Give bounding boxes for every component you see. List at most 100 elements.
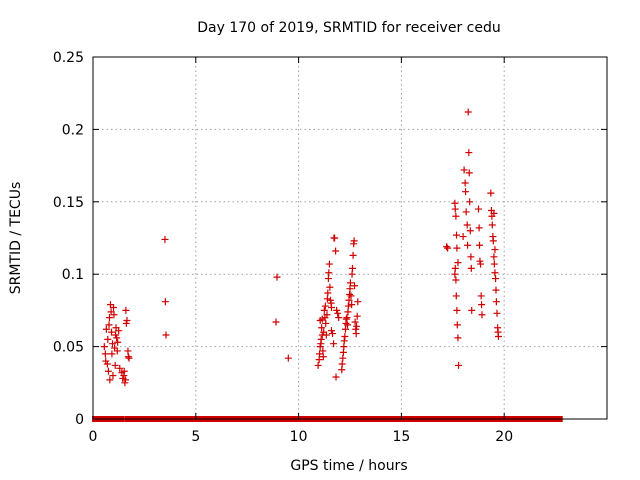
data-point	[109, 340, 117, 348]
data-point	[460, 166, 468, 174]
data-point	[491, 269, 499, 277]
data-point	[452, 276, 460, 284]
data-point	[465, 149, 473, 157]
data-point	[487, 189, 495, 197]
data-point	[161, 298, 169, 306]
data-point	[444, 244, 452, 252]
data-point	[453, 244, 461, 252]
data-point	[113, 334, 121, 342]
data-point	[327, 304, 335, 312]
data-point	[353, 322, 361, 330]
data-point	[489, 237, 497, 245]
data-point	[451, 205, 459, 213]
data-point	[478, 311, 486, 319]
data-point	[351, 318, 359, 326]
data-point	[475, 224, 483, 232]
data-point	[459, 233, 467, 241]
data-point	[319, 353, 327, 361]
data-point	[493, 309, 501, 317]
data-point	[342, 315, 350, 323]
data-point	[110, 311, 118, 319]
data-point	[452, 292, 460, 300]
x-axis-label: GPS time / hours	[290, 458, 407, 474]
data-point	[476, 241, 484, 249]
data-point	[115, 327, 123, 335]
data-point	[100, 343, 108, 351]
data-point	[272, 318, 280, 326]
data-point	[109, 372, 117, 380]
data-point	[122, 306, 130, 314]
data-point	[464, 241, 472, 249]
data-point	[341, 332, 349, 340]
data-point	[468, 306, 476, 314]
data-point	[452, 212, 460, 220]
data-point	[110, 304, 118, 312]
data-point	[325, 269, 333, 277]
data-point	[123, 317, 131, 325]
data-point	[348, 301, 356, 309]
data-point	[463, 221, 471, 229]
data-point	[106, 376, 114, 384]
data-point	[338, 360, 346, 368]
data-point	[116, 364, 124, 372]
axis-ticks	[92, 56, 607, 420]
data-point	[454, 334, 462, 342]
data-point	[101, 350, 109, 358]
data-point	[332, 373, 340, 381]
data-point	[314, 361, 322, 369]
data-point	[114, 338, 122, 346]
grid-lines	[93, 57, 607, 419]
data-points	[100, 108, 502, 387]
data-point	[477, 260, 485, 268]
data-point	[344, 321, 352, 329]
data-point	[339, 354, 347, 362]
data-point	[325, 260, 333, 268]
data-point	[492, 298, 500, 306]
data-point	[331, 234, 339, 242]
y-tick-label: 0.2	[62, 122, 84, 138]
data-point	[351, 282, 359, 290]
data-point	[464, 108, 472, 116]
data-point	[108, 328, 116, 336]
data-point	[462, 188, 470, 196]
y-tick-labels: 0 0.05 0.1 0.15 0.2 0.25	[53, 50, 84, 428]
data-point	[349, 251, 357, 259]
data-point	[494, 332, 502, 340]
data-point	[105, 321, 113, 329]
data-point	[330, 340, 338, 348]
data-point	[467, 264, 475, 272]
data-point	[345, 296, 353, 304]
data-point	[111, 361, 119, 369]
data-point	[455, 361, 463, 369]
data-point	[443, 243, 451, 251]
data-point	[344, 302, 352, 310]
x-tick-label: 15	[392, 429, 410, 445]
data-point	[317, 335, 325, 343]
data-point	[162, 331, 170, 339]
data-point	[324, 289, 332, 297]
data-point	[466, 227, 474, 235]
data-point	[125, 354, 133, 362]
data-point	[454, 259, 462, 267]
data-point	[490, 209, 498, 217]
data-point	[492, 286, 500, 294]
data-point	[108, 350, 116, 358]
data-point	[350, 237, 358, 245]
data-point	[113, 347, 121, 355]
data-point	[352, 330, 360, 338]
data-point	[465, 169, 473, 177]
data-point	[320, 306, 328, 314]
y-axis-label: SRMTID / TECUs	[8, 182, 24, 295]
data-point	[466, 198, 474, 206]
data-point	[346, 279, 354, 287]
data-point	[491, 246, 499, 254]
data-point	[121, 376, 129, 384]
data-point	[343, 314, 351, 322]
data-point	[332, 247, 340, 255]
data-point	[453, 306, 461, 314]
data-point	[161, 235, 169, 243]
x-tick-labels: 0 5 10 15 20	[89, 429, 514, 445]
data-point	[477, 292, 485, 300]
y-tick-label: 0	[75, 412, 84, 428]
data-point	[475, 205, 482, 213]
